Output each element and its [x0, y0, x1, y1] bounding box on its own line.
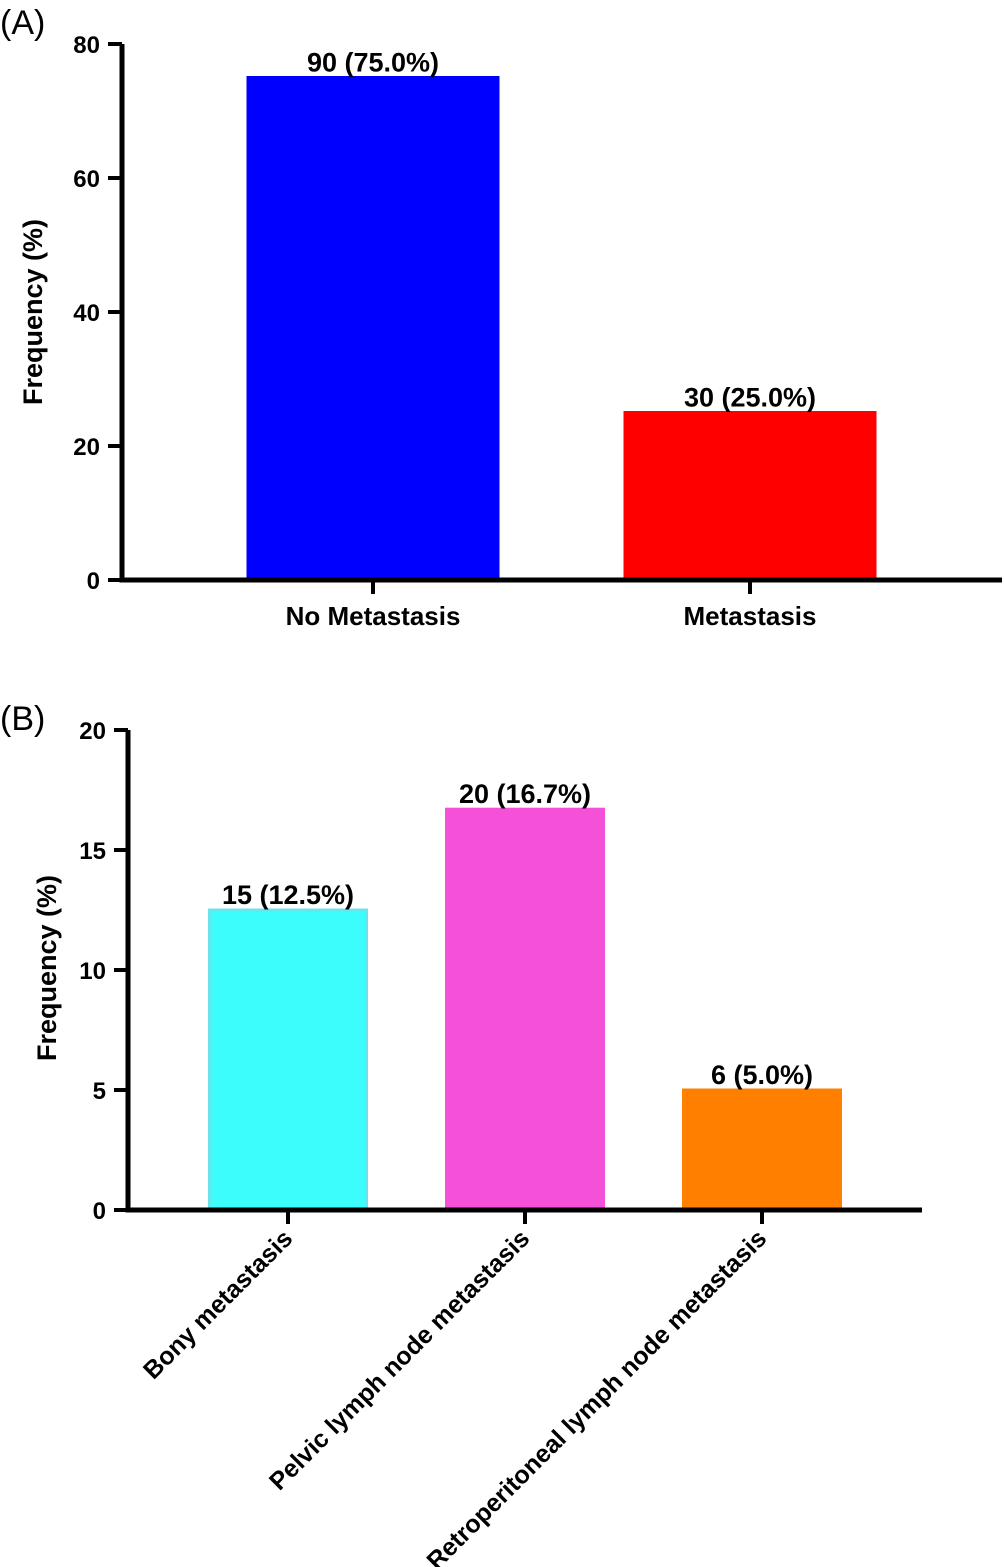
x-category-label: Bony metastasis — [138, 1224, 298, 1384]
data-label: 90 (75.0%) — [307, 48, 439, 78]
data-label: 6 (5.0%) — [711, 1060, 813, 1090]
y-tick-label: 5 — [93, 1078, 106, 1105]
data-label: 30 (25.0%) — [684, 383, 816, 413]
bar-pelvic-lymph-node-metastasis — [445, 807, 605, 1212]
y-axis-title: Frequency (%) — [18, 219, 48, 405]
y-tick-label: 20 — [73, 434, 100, 461]
y-tick-label: 10 — [79, 958, 106, 985]
bar-no-metastasis — [246, 76, 500, 582]
y-tick-label: 20 — [79, 718, 106, 745]
y-tick-label: 80 — [73, 32, 100, 59]
panel-a: (A) 90 (75.0%) 30 (25.0%) 0 20 40 60 80 No Metas… — [0, 4, 1002, 631]
panel-label: (B) — [0, 700, 45, 738]
data-label: 15 (12.5%) — [222, 880, 354, 910]
y-tick-label: 60 — [73, 166, 100, 193]
data-label: 20 (16.7%) — [459, 779, 591, 809]
bar-metastasis — [623, 411, 877, 582]
y-tick-label: 40 — [73, 300, 100, 327]
y-tick-label: 0 — [93, 1198, 106, 1225]
x-category-label: Metastasis — [684, 601, 817, 631]
x-category-label: No Metastasis — [286, 601, 461, 631]
y-axis-title: Frequency (%) — [32, 875, 62, 1061]
y-tick-label: 15 — [79, 838, 106, 865]
y-tick-label: 0 — [87, 568, 100, 595]
bar-bony-metastasis — [208, 908, 368, 1212]
panel-b: (B) 15 (12.5%) 20 (16.7%) 6 (5.0%) 0 5 10 15 20 B… — [0, 700, 922, 1567]
panel-label: (A) — [0, 4, 45, 42]
bar-retroperitoneal-lymph-node-metastasis — [682, 1088, 842, 1212]
x-category-label: Pelvic lymph node metastasis — [264, 1224, 535, 1495]
